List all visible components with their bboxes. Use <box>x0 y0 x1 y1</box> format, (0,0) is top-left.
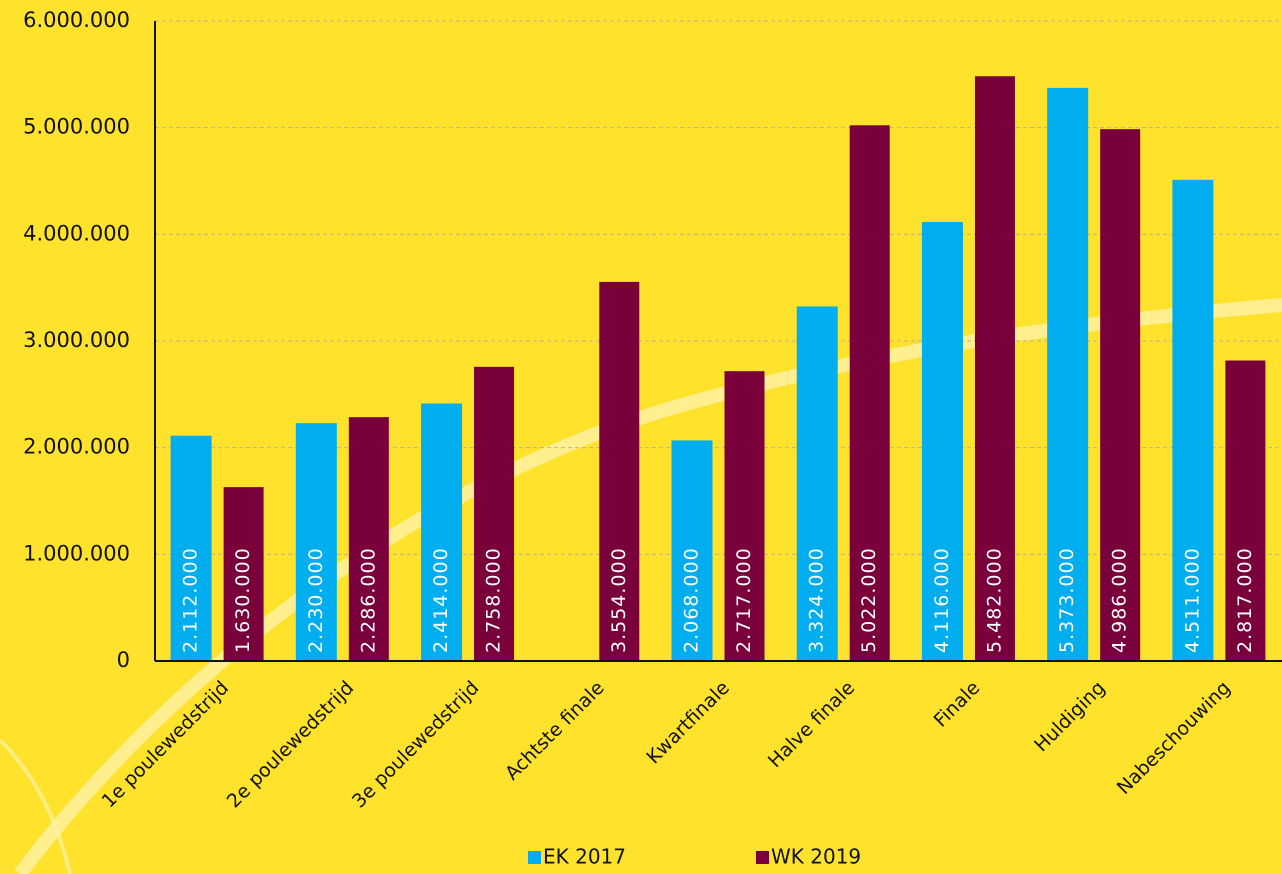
bar <box>223 487 264 661</box>
value-label: 4.116.000 <box>931 547 953 653</box>
bar <box>170 435 212 661</box>
x-tick-label: Nabeschouwing <box>1113 677 1235 799</box>
bar <box>295 423 337 661</box>
bar <box>1225 360 1266 661</box>
bar <box>921 221 963 661</box>
value-label: 5.022.000 <box>858 547 880 653</box>
value-label: 3.554.000 <box>608 547 630 653</box>
y-tick-label: 4.000.000 <box>23 221 130 245</box>
bar <box>1172 179 1214 661</box>
value-label: 5.373.000 <box>1056 547 1078 653</box>
x-tick-label: Achtste finale <box>501 677 609 785</box>
bar <box>421 403 463 661</box>
x-tick-label: 2e poulewedstrijd <box>223 677 358 812</box>
legend-label: WK 2019 <box>771 845 861 869</box>
value-label: 2.230.000 <box>305 547 327 653</box>
value-label: 2.717.000 <box>733 547 755 653</box>
value-label: 2.758.000 <box>483 547 505 653</box>
value-label: 4.511.000 <box>1181 547 1203 653</box>
value-label: 4.986.000 <box>1109 547 1131 653</box>
bar <box>599 281 640 661</box>
value-label: 5.482.000 <box>983 547 1005 653</box>
y-tick-label: 0 <box>117 648 130 672</box>
value-label: 3.324.000 <box>806 547 828 653</box>
bar <box>1047 87 1089 661</box>
bar <box>849 125 890 661</box>
x-tick-label: Halve finale <box>764 677 859 772</box>
y-tick-label: 6.000.000 <box>23 8 130 32</box>
bar <box>724 371 765 661</box>
bar <box>474 366 515 661</box>
x-tick-label: Kwartfinale <box>642 677 734 769</box>
x-tick-label: Huldiging <box>1030 677 1109 756</box>
x-tick-label: Finale <box>930 677 985 732</box>
bar <box>796 306 838 661</box>
y-tick-label: 1.000.000 <box>23 541 130 565</box>
x-tick-label: 1e poulewedstrijd <box>98 677 233 812</box>
bar <box>1100 129 1141 661</box>
value-label: 1.630.000 <box>232 547 254 653</box>
x-tick-label: 3e poulewedstrijd <box>348 677 483 812</box>
legend-label: EK 2017 <box>543 845 626 869</box>
legend-swatch <box>528 851 541 864</box>
bar <box>974 76 1015 661</box>
value-label: 2.817.000 <box>1234 547 1256 653</box>
bar <box>348 417 389 661</box>
decor-curve <box>0 738 72 874</box>
y-tick-label: 2.000.000 <box>23 435 130 459</box>
value-label: 2.112.000 <box>180 547 202 653</box>
value-label: 2.414.000 <box>430 547 452 653</box>
value-label: 2.068.000 <box>681 547 703 653</box>
y-tick-label: 5.000.000 <box>23 115 130 139</box>
y-tick-label: 3.000.000 <box>23 328 130 352</box>
bar <box>671 440 713 661</box>
value-label: 2.286.000 <box>357 547 379 653</box>
legend-swatch <box>756 851 769 864</box>
